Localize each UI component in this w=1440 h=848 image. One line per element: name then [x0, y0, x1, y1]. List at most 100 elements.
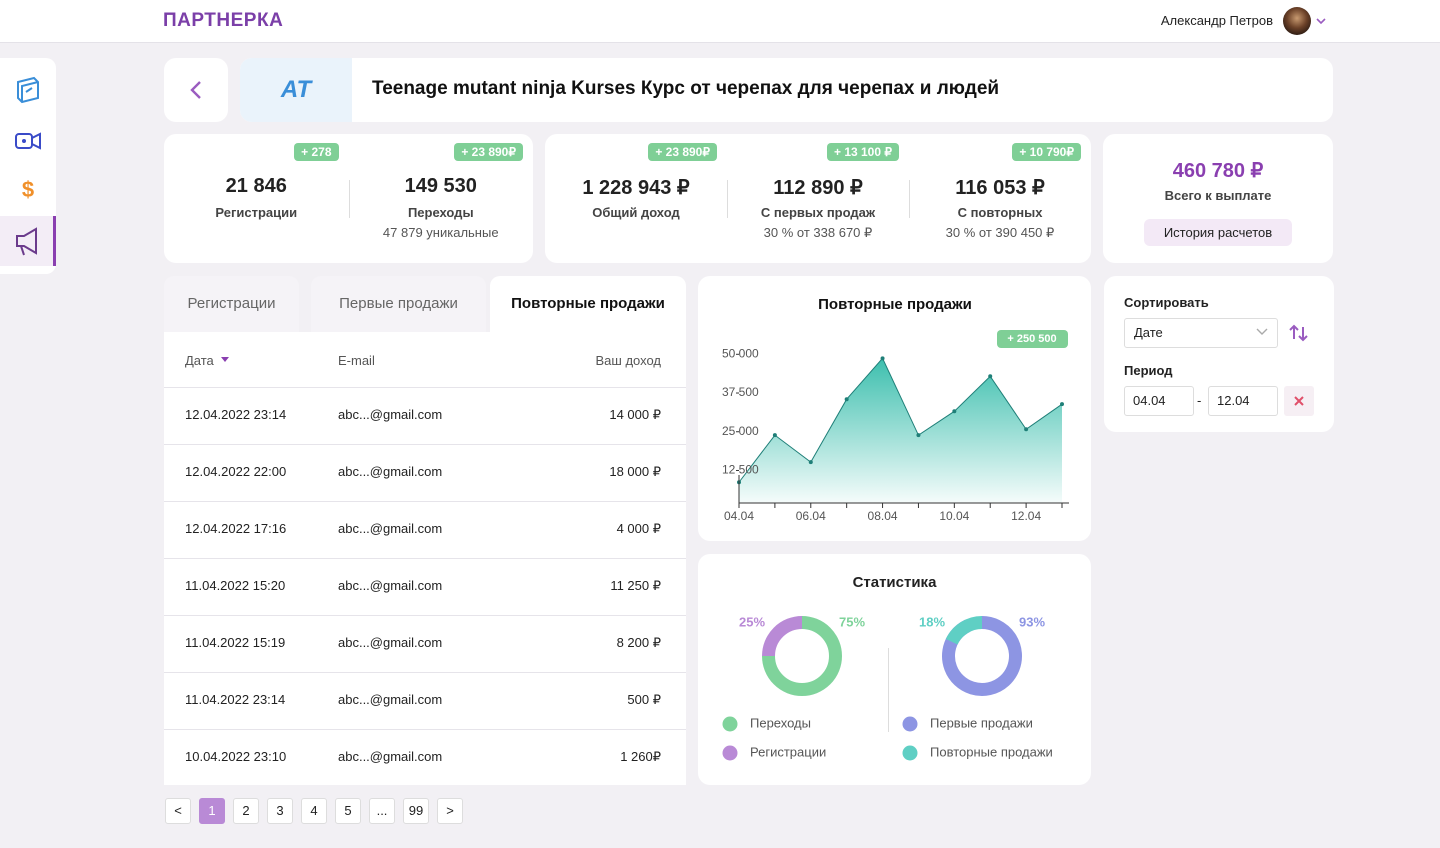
- stat-note: 47 879 уникальные: [382, 225, 499, 240]
- date-dash: -: [1197, 393, 1202, 408]
- legend-dot: [902, 745, 918, 761]
- select-chevron: [1256, 328, 1268, 335]
- table-cell: abc...@gmail.com: [338, 635, 443, 650]
- clear-icon[interactable]: [1293, 395, 1305, 407]
- table-cell: abc...@gmail.com: [338, 749, 443, 764]
- row-divider: [164, 387, 686, 388]
- date-to[interactable]: [1208, 386, 1278, 416]
- table-cell: 4 000 ₽: [616, 521, 661, 536]
- sort-caret: [221, 357, 229, 362]
- date-from[interactable]: [1124, 386, 1194, 416]
- tab[interactable]: Первые продажи: [311, 276, 486, 332]
- history-button[interactable]: История расчетов: [1144, 219, 1292, 246]
- stat-value: 116 053 ₽: [955, 177, 1045, 199]
- sort-direction[interactable]: [1288, 323, 1310, 343]
- legend-dot: [722, 716, 738, 732]
- y-tick-label: 25 000: [722, 424, 759, 438]
- page-button[interactable]: 99: [403, 798, 429, 824]
- table-cell: abc...@gmail.com: [338, 407, 443, 422]
- nav-active-bg: [0, 216, 56, 266]
- column-header: Ваш доход: [595, 353, 662, 368]
- point: [952, 409, 957, 414]
- back-button[interactable]: [164, 58, 228, 122]
- tab[interactable]: Регистрации: [164, 276, 299, 332]
- nav-courses[interactable]: [17, 76, 39, 104]
- user-name[interactable]: Александр Петров: [1160, 13, 1273, 28]
- logo[interactable]: ПАРТНЕРКА: [163, 10, 284, 31]
- point: [1060, 402, 1064, 407]
- point: [772, 433, 777, 438]
- page-button[interactable]: <: [165, 798, 191, 824]
- table-cell: abc...@gmail.com: [338, 464, 443, 479]
- user-chevron[interactable]: [1315, 16, 1327, 26]
- x-tick-label: 10.04: [939, 509, 969, 523]
- course-badge: AT: [240, 58, 352, 122]
- back-arrow[interactable]: [188, 80, 204, 100]
- stats-separator: [909, 180, 910, 218]
- sidebar-icons: $: [0, 76, 56, 266]
- table-cell: 8 200 ₽: [616, 635, 661, 650]
- payout-label: Всего к выплате: [1164, 188, 1272, 203]
- table-cell: 500 ₽: [627, 692, 661, 707]
- row-divider: [164, 444, 686, 445]
- stat-label: Регистрации: [215, 205, 298, 220]
- page-button[interactable]: 4: [301, 798, 327, 824]
- area: [739, 358, 1062, 503]
- column-header: E-mail: [338, 353, 375, 368]
- page-button[interactable]: 2: [233, 798, 259, 824]
- stats-separator: [727, 180, 728, 218]
- nav-money[interactable]: $: [22, 177, 34, 202]
- stat-label: Общий доход: [592, 205, 680, 220]
- tab[interactable]: Повторные продажи: [490, 276, 686, 333]
- date-from-value[interactable]: 04.04: [1133, 393, 1166, 408]
- donut-label: 75%: [839, 614, 865, 629]
- page-button[interactable]: ...: [369, 798, 395, 824]
- row-divider: [164, 615, 686, 616]
- y-tick-label: 12 500: [722, 463, 759, 477]
- header: [0, 0, 1440, 43]
- nav-active-bar: [53, 216, 56, 266]
- course-card: [240, 58, 1333, 122]
- column-header[interactable]: Дата: [185, 353, 214, 368]
- avatar[interactable]: [1283, 7, 1311, 35]
- stat-note: 30 % от 390 450 ₽: [945, 225, 1055, 240]
- stat-value: 1 228 943 ₽: [582, 177, 690, 199]
- nav-promo[interactable]: [16, 227, 37, 256]
- table-cell: abc...@gmail.com: [338, 578, 443, 593]
- row-divider: [164, 729, 686, 730]
- nav-video[interactable]: [15, 132, 41, 150]
- stat-value: 112 890 ₽: [773, 177, 863, 199]
- sort-select[interactable]: [1124, 318, 1278, 348]
- donut-segment: [762, 616, 842, 696]
- stat-label: Переходы: [407, 205, 474, 220]
- delta-badge: + 278: [294, 143, 339, 161]
- point: [1024, 427, 1029, 432]
- stat-note: 30 % от 338 670 ₽: [763, 225, 873, 240]
- point: [808, 460, 813, 465]
- table-cell: abc...@gmail.com: [338, 521, 443, 536]
- page-button[interactable]: >: [437, 798, 463, 824]
- stat-value: 21 846: [225, 175, 287, 197]
- statistics-title: Статистика: [852, 574, 937, 591]
- table-cell: 12.04.2022 17:16: [185, 521, 287, 536]
- donut-label: 18%: [919, 614, 945, 629]
- page-button[interactable]: 5: [335, 798, 361, 824]
- delta-badge: + 10 790₽: [1012, 143, 1081, 161]
- page-button[interactable]: 1: [199, 798, 225, 824]
- sort-select-value[interactable]: Дате: [1134, 325, 1163, 340]
- row-divider: [164, 672, 686, 673]
- stat-label: С повторных: [957, 205, 1043, 220]
- legend-dot: [902, 716, 918, 732]
- table-cell: 12.04.2022 22:00: [185, 464, 287, 479]
- y-tick-label: 37 500: [722, 385, 759, 399]
- row-divider: [164, 501, 686, 502]
- point: [916, 433, 921, 438]
- table-cell: 14 000 ₽: [609, 407, 661, 422]
- date-to-value[interactable]: 12.04: [1217, 393, 1250, 408]
- page-button[interactable]: 3: [267, 798, 293, 824]
- legend-label: Переходы: [750, 715, 811, 730]
- table-cell: 1 260₽: [620, 749, 661, 764]
- donut-segment: [945, 616, 983, 645]
- course-title: Teenage mutant ninja Kurses Курс от чере…: [372, 78, 1000, 99]
